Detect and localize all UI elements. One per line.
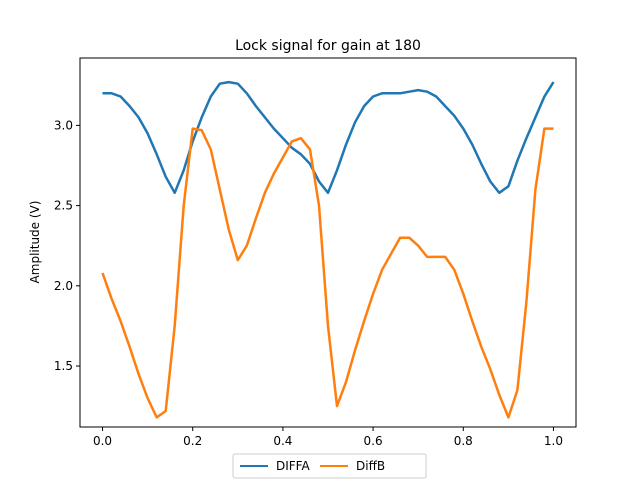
x-tick-label: 1.0 — [544, 434, 563, 448]
y-tick-label: 3.0 — [54, 118, 73, 132]
x-tick-label: 0.4 — [273, 434, 292, 448]
y-axis: 1.5 2.0 2.5 3.0 — [54, 118, 80, 373]
x-tick-label: 0.6 — [364, 434, 383, 448]
chart-title: Lock signal for gain at 180 — [235, 38, 421, 54]
series-line-diffa — [102, 80, 555, 195]
legend-label-diffa: DIFFA — [276, 459, 310, 473]
y-tick-label: 1.5 — [54, 359, 73, 373]
x-tick-label: 0.2 — [183, 434, 202, 448]
series-line-diffb — [101, 127, 554, 419]
x-axis: 0.0 0.2 0.4 0.6 0.8 1.0 — [93, 427, 563, 448]
x-tick-label: 0.8 — [454, 434, 473, 448]
legend: DIFFA DiffB — [232, 453, 427, 479]
series-layer — [101, 80, 555, 419]
legend-label-diffb: DiffB — [356, 459, 385, 473]
x-tick-label: 0.0 — [93, 434, 112, 448]
y-tick-label: 2.5 — [54, 199, 73, 213]
y-axis-label: Amplitude (V) — [28, 201, 42, 284]
plot-frame — [79, 57, 577, 428]
y-tick-label: 2.0 — [54, 279, 73, 293]
